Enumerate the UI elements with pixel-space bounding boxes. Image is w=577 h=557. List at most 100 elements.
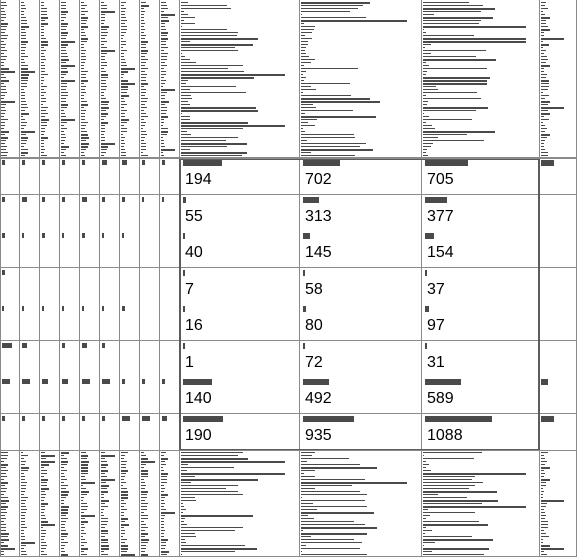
focus-cell[interactable]: 72 (300, 341, 422, 378)
focus-cell[interactable] (120, 304, 140, 341)
focus-cell[interactable]: 145 (300, 231, 422, 268)
bottom-context-cell[interactable] (80, 450, 100, 557)
focus-cell[interactable] (120, 414, 140, 451)
top-context-cell[interactable] (540, 0, 577, 158)
focus-cell[interactable]: 58 (300, 268, 422, 305)
top-context-cell[interactable] (120, 0, 140, 158)
focus-cell[interactable]: 190 (180, 414, 300, 451)
focus-cell[interactable] (100, 377, 120, 414)
focus-cell[interactable] (140, 414, 160, 451)
focus-cell[interactable] (20, 158, 40, 195)
focus-cell[interactable] (20, 231, 40, 268)
focus-cell[interactable] (0, 158, 20, 195)
focus-cell[interactable] (540, 377, 577, 414)
focus-cell[interactable]: 1088 (422, 414, 540, 451)
focus-cell[interactable] (0, 268, 20, 305)
top-context-cell[interactable] (422, 0, 540, 158)
focus-cell[interactable] (40, 231, 60, 268)
focus-cell[interactable] (160, 268, 180, 305)
bottom-context-cell[interactable] (180, 450, 300, 557)
top-context-cell[interactable] (80, 0, 100, 158)
top-context-cell[interactable] (140, 0, 160, 158)
bottom-context-cell[interactable] (120, 450, 140, 557)
focus-cell[interactable]: 589 (422, 377, 540, 414)
focus-cell[interactable]: 313 (300, 195, 422, 232)
focus-cell[interactable] (20, 195, 40, 232)
focus-cell[interactable] (0, 341, 20, 378)
focus-cell[interactable] (60, 414, 80, 451)
focus-cell[interactable] (40, 341, 60, 378)
focus-cell[interactable]: 140 (180, 377, 300, 414)
focus-cell[interactable] (60, 304, 80, 341)
focus-cell[interactable] (80, 304, 100, 341)
top-context-cell[interactable] (20, 0, 40, 158)
focus-cell[interactable] (60, 195, 80, 232)
focus-cell[interactable] (160, 304, 180, 341)
top-context-cell[interactable] (40, 0, 60, 158)
focus-cell[interactable] (120, 377, 140, 414)
focus-cell[interactable] (80, 231, 100, 268)
bottom-context-cell[interactable] (140, 450, 160, 557)
focus-cell[interactable] (80, 377, 100, 414)
focus-cell[interactable] (120, 231, 140, 268)
focus-cell[interactable] (160, 195, 180, 232)
focus-cell[interactable] (40, 377, 60, 414)
bottom-context-cell[interactable] (422, 450, 540, 557)
focus-cell[interactable]: 16 (180, 304, 300, 341)
focus-cell[interactable]: 55 (180, 195, 300, 232)
focus-cell[interactable]: 492 (300, 377, 422, 414)
focus-cell[interactable] (160, 377, 180, 414)
focus-cell[interactable] (120, 341, 140, 378)
focus-cell[interactable] (60, 341, 80, 378)
focus-cell[interactable]: 194 (180, 158, 300, 195)
focus-cell[interactable] (140, 304, 160, 341)
focus-cell[interactable] (0, 195, 20, 232)
bottom-context-cell[interactable] (300, 450, 422, 557)
focus-cell[interactable] (540, 231, 577, 268)
focus-cell[interactable] (100, 304, 120, 341)
focus-cell[interactable]: 97 (422, 304, 540, 341)
focus-cell[interactable] (40, 158, 60, 195)
focus-cell[interactable] (140, 195, 160, 232)
focus-cell[interactable] (0, 304, 20, 341)
focus-cell[interactable]: 7 (180, 268, 300, 305)
focus-cell[interactable]: 705 (422, 158, 540, 195)
top-context-cell[interactable] (300, 0, 422, 158)
focus-cell[interactable] (80, 195, 100, 232)
focus-cell[interactable] (80, 414, 100, 451)
focus-cell[interactable] (60, 268, 80, 305)
focus-cell[interactable] (100, 231, 120, 268)
bottom-context-cell[interactable] (160, 450, 180, 557)
focus-cell[interactable] (40, 304, 60, 341)
focus-cell[interactable] (80, 268, 100, 305)
focus-cell[interactable] (100, 195, 120, 232)
focus-cell[interactable] (100, 158, 120, 195)
focus-cell[interactable] (40, 414, 60, 451)
focus-cell[interactable] (160, 341, 180, 378)
top-context-cell[interactable] (180, 0, 300, 158)
bottom-context-cell[interactable] (60, 450, 80, 557)
focus-cell[interactable] (20, 341, 40, 378)
focus-cell[interactable] (60, 231, 80, 268)
focus-cell[interactable] (20, 414, 40, 451)
focus-cell[interactable]: 80 (300, 304, 422, 341)
focus-cell[interactable] (140, 341, 160, 378)
focus-cell[interactable] (540, 304, 577, 341)
focus-cell[interactable] (0, 231, 20, 268)
focus-cell[interactable]: 935 (300, 414, 422, 451)
focus-cell[interactable] (540, 195, 577, 232)
focus-cell[interactable]: 154 (422, 231, 540, 268)
focus-cell[interactable] (160, 231, 180, 268)
focus-cell[interactable]: 31 (422, 341, 540, 378)
focus-cell[interactable] (80, 341, 100, 378)
focus-cell[interactable] (0, 414, 20, 451)
top-context-cell[interactable] (60, 0, 80, 158)
focus-cell[interactable] (140, 158, 160, 195)
focus-cell[interactable]: 377 (422, 195, 540, 232)
focus-cell[interactable] (20, 377, 40, 414)
focus-cell[interactable] (540, 414, 577, 451)
focus-cell[interactable] (160, 158, 180, 195)
focus-cell[interactable]: 37 (422, 268, 540, 305)
bottom-context-cell[interactable] (100, 450, 120, 557)
